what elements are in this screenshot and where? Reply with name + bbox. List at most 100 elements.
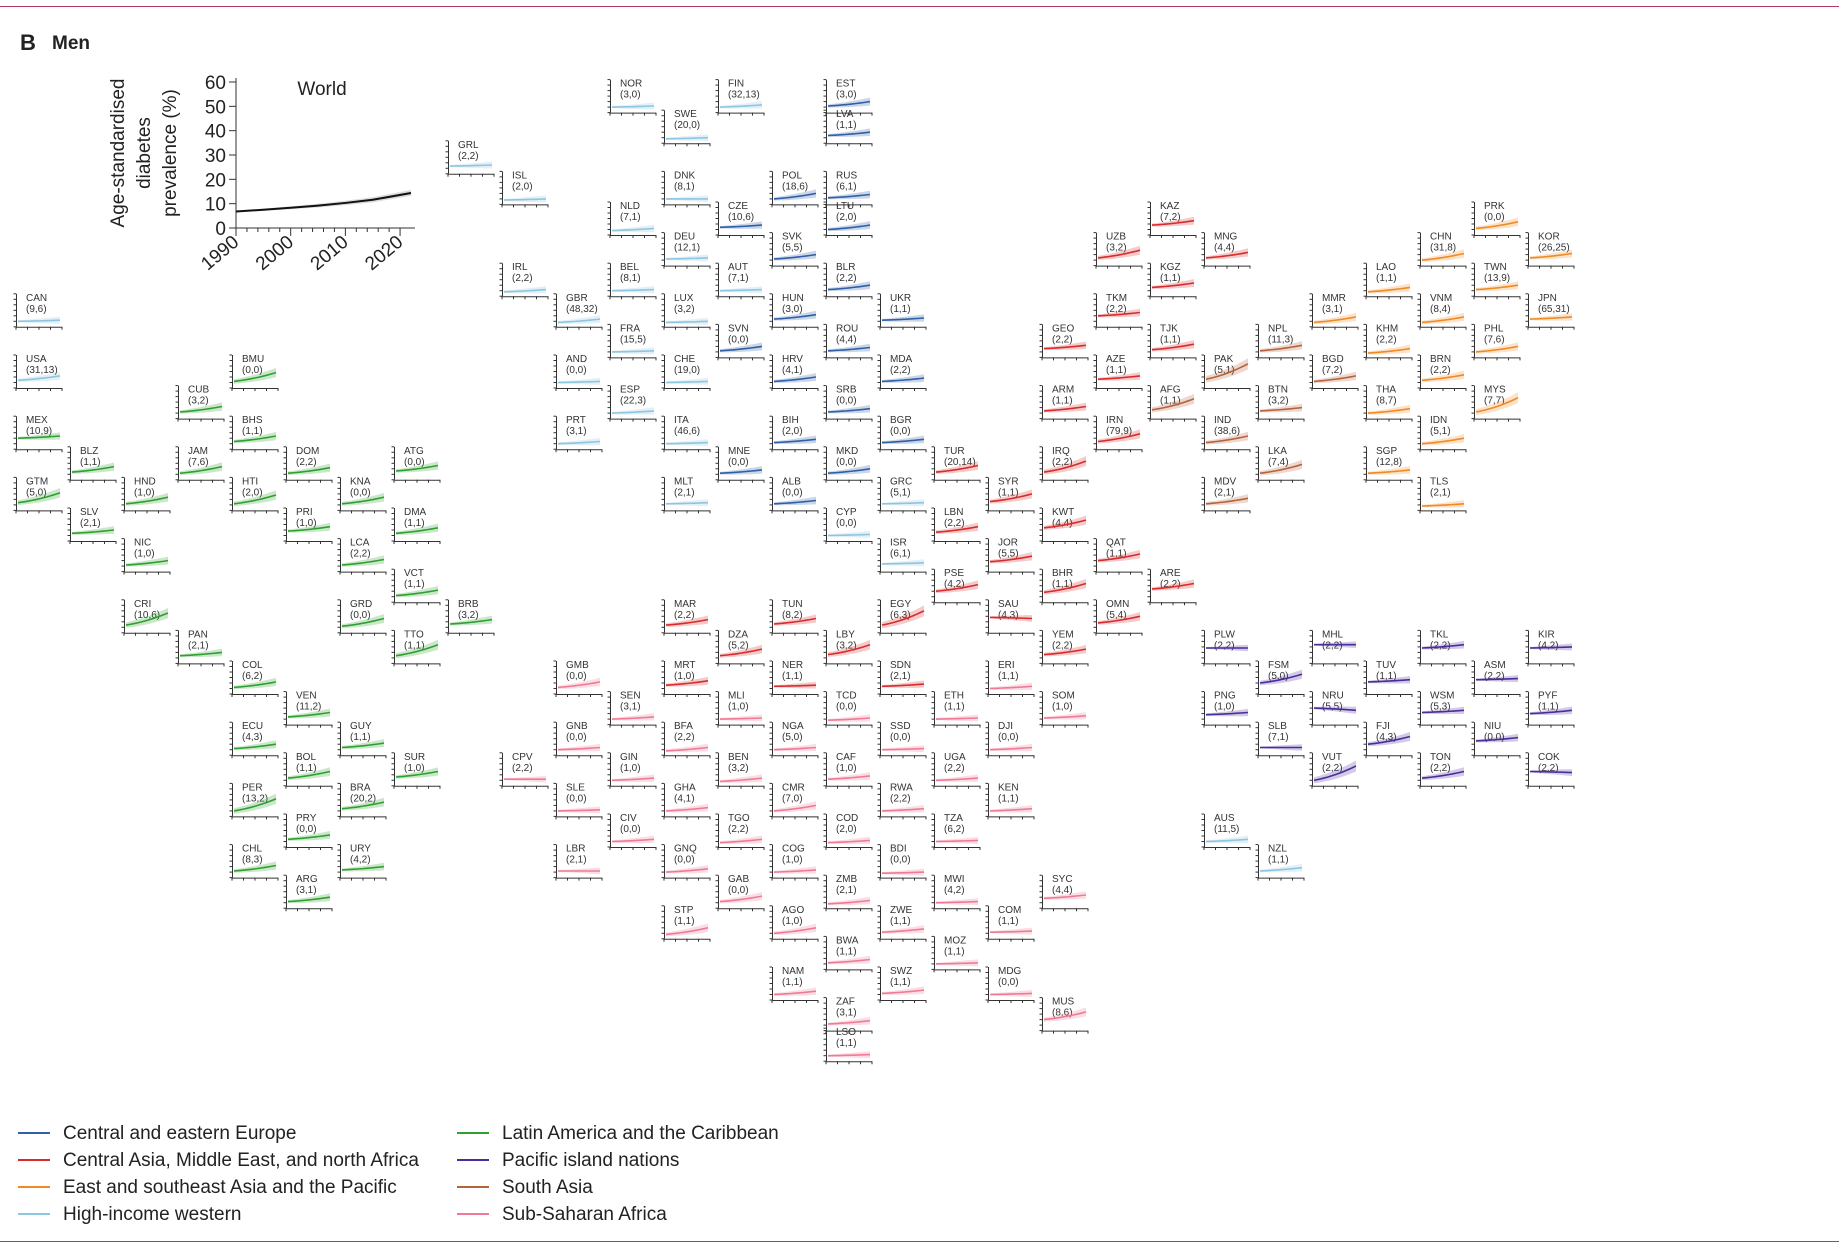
tile-counts: (0,0) bbox=[404, 457, 425, 468]
world-y-label: Age-standardised bbox=[108, 79, 129, 228]
tile-counts: (1,1) bbox=[890, 977, 911, 988]
tile-counts: (2,2) bbox=[674, 732, 695, 743]
tile-code: PHL bbox=[1484, 323, 1504, 334]
tile-trend-line bbox=[1475, 677, 1519, 681]
tile-code: LUX bbox=[674, 293, 694, 304]
tile-code: MUS bbox=[1052, 997, 1075, 1008]
tile-counts: (2,0) bbox=[836, 212, 857, 223]
tile-code: UGA bbox=[944, 752, 966, 763]
tile-counts: (1,0) bbox=[674, 671, 695, 682]
tile-counts: (11,2) bbox=[296, 702, 321, 713]
tile-counts: (12,8) bbox=[1376, 457, 1402, 468]
tile-niu: NIU(0,0) bbox=[1471, 721, 1521, 759]
tile-kgz: KGZ(1,1) bbox=[1147, 262, 1197, 300]
legend-label: High-income western bbox=[63, 1204, 241, 1225]
tile-hnd: HND(1,0) bbox=[121, 476, 171, 514]
tile-counts: (2,1) bbox=[1214, 487, 1235, 498]
tile-lca: LCA(2,2) bbox=[337, 538, 387, 575]
tile-counts: (3,0) bbox=[782, 304, 803, 315]
tile-counts: (2,2) bbox=[1538, 763, 1559, 774]
tile-counts: (2,2) bbox=[1052, 640, 1073, 651]
tile-trend-line bbox=[1421, 503, 1465, 507]
tile-fsm: FSM(5,0) bbox=[1255, 660, 1305, 697]
tile-counts: (5,5) bbox=[1322, 702, 1343, 713]
tile-counts: (3,2) bbox=[836, 640, 857, 651]
world-y-tick-label: 10 bbox=[205, 195, 226, 216]
tile-code: IRL bbox=[512, 262, 528, 273]
tile-trend-line bbox=[179, 405, 223, 413]
tile-bel: BEL(8,1) bbox=[607, 262, 657, 300]
tile-counts: (5,4) bbox=[1106, 610, 1127, 621]
tile-code: TLS bbox=[1430, 476, 1449, 487]
tile-code: NGA bbox=[782, 721, 804, 732]
tile-code: AFG bbox=[1160, 385, 1181, 396]
tile-counts: (3,2) bbox=[674, 304, 695, 315]
tile-counts: (1,1) bbox=[782, 977, 803, 988]
tile-code: CRI bbox=[134, 599, 151, 610]
tile-bhs: BHS(1,1) bbox=[229, 415, 279, 453]
tile-counts: (8,6) bbox=[1052, 1008, 1073, 1019]
tile-trend-line bbox=[1043, 460, 1087, 473]
tile-counts: (2,1) bbox=[1430, 487, 1451, 498]
tile-counts: (4,2) bbox=[1538, 640, 1559, 651]
tile-trend-line bbox=[989, 685, 1033, 690]
tile-sen: SEN(3,1) bbox=[607, 691, 657, 728]
tile-grd: GRD(0,0) bbox=[337, 599, 387, 636]
tile-est: EST(3,0) bbox=[823, 79, 873, 116]
tile-code: LBR bbox=[566, 844, 585, 855]
tile-fra: FRA(15,5) bbox=[607, 323, 657, 361]
tile-trend-line bbox=[1421, 643, 1465, 649]
tile-trend-line bbox=[881, 807, 925, 812]
tile-uzb: UZB(3,2) bbox=[1093, 232, 1143, 269]
legend-item: High-income western bbox=[18, 1204, 241, 1225]
world-y-tick-label: 40 bbox=[205, 122, 226, 143]
tile-counts: (1,1) bbox=[404, 518, 425, 529]
tile-code: KIR bbox=[1538, 629, 1555, 640]
tile-counts: (0,0) bbox=[890, 855, 911, 866]
tile-mkd: MKD(0,0) bbox=[823, 446, 873, 483]
tile-code: DJI bbox=[998, 721, 1013, 732]
tile-blr: BLR(2,2) bbox=[823, 262, 873, 300]
tile-nru: NRU(5,5) bbox=[1309, 691, 1359, 728]
tile-cri: CRI(10,6) bbox=[121, 599, 171, 636]
tile-counts: (15,5) bbox=[620, 334, 646, 345]
tile-code: SRB bbox=[836, 385, 857, 396]
tile-moz: MOZ(1,1) bbox=[931, 935, 981, 973]
tile-kaz: KAZ(7,2) bbox=[1147, 201, 1197, 238]
tile-nor: NOR(3,0) bbox=[607, 79, 657, 116]
tile-code: EGY bbox=[890, 599, 911, 610]
tile-counts: (2,2) bbox=[890, 793, 911, 804]
tile-trend-line bbox=[773, 746, 817, 751]
tile-counts: (2,2) bbox=[890, 365, 911, 376]
tile-tto: TTO(1,1) bbox=[391, 629, 441, 667]
tile-code: PLW bbox=[1214, 629, 1235, 640]
tile-vct: VCT(1,1) bbox=[391, 568, 441, 606]
tile-counts: (1,0) bbox=[134, 487, 155, 498]
tile-trend-line bbox=[827, 1019, 871, 1025]
tile-code: ECU bbox=[242, 721, 263, 732]
tile-guy: GUY(1,1) bbox=[337, 721, 387, 759]
tile-code: RWA bbox=[890, 782, 913, 793]
tile-counts: (0,0) bbox=[998, 732, 1019, 743]
tile-trend-line bbox=[1259, 463, 1303, 474]
tile-counts: (6,1) bbox=[890, 549, 911, 560]
tile-code: THA bbox=[1376, 385, 1396, 396]
tile-code: BRA bbox=[350, 782, 371, 793]
tile-trend-line bbox=[557, 681, 601, 689]
tile-counts: (1,1) bbox=[1160, 273, 1181, 284]
tile-code: SGP bbox=[1376, 446, 1397, 457]
tile-trend-line bbox=[1313, 316, 1357, 324]
tile-counts: (65,31) bbox=[1538, 304, 1570, 315]
tile-trend-line bbox=[179, 465, 223, 474]
tile-code: BTN bbox=[1268, 385, 1288, 396]
tile-counts: (2,2) bbox=[1430, 763, 1451, 774]
tile-counts: (2,1) bbox=[674, 487, 695, 498]
tile-code: VCT bbox=[404, 568, 424, 579]
tile-mmr: MMR(3,1) bbox=[1309, 293, 1359, 330]
tile-counts: (31,13) bbox=[26, 365, 58, 376]
tile-trend-line bbox=[233, 494, 277, 505]
tile-trend-line bbox=[719, 648, 763, 657]
tile-trend-line bbox=[989, 616, 1033, 620]
tile-dza: DZA(5,2) bbox=[715, 629, 765, 667]
tile-code: TZA bbox=[944, 813, 963, 824]
